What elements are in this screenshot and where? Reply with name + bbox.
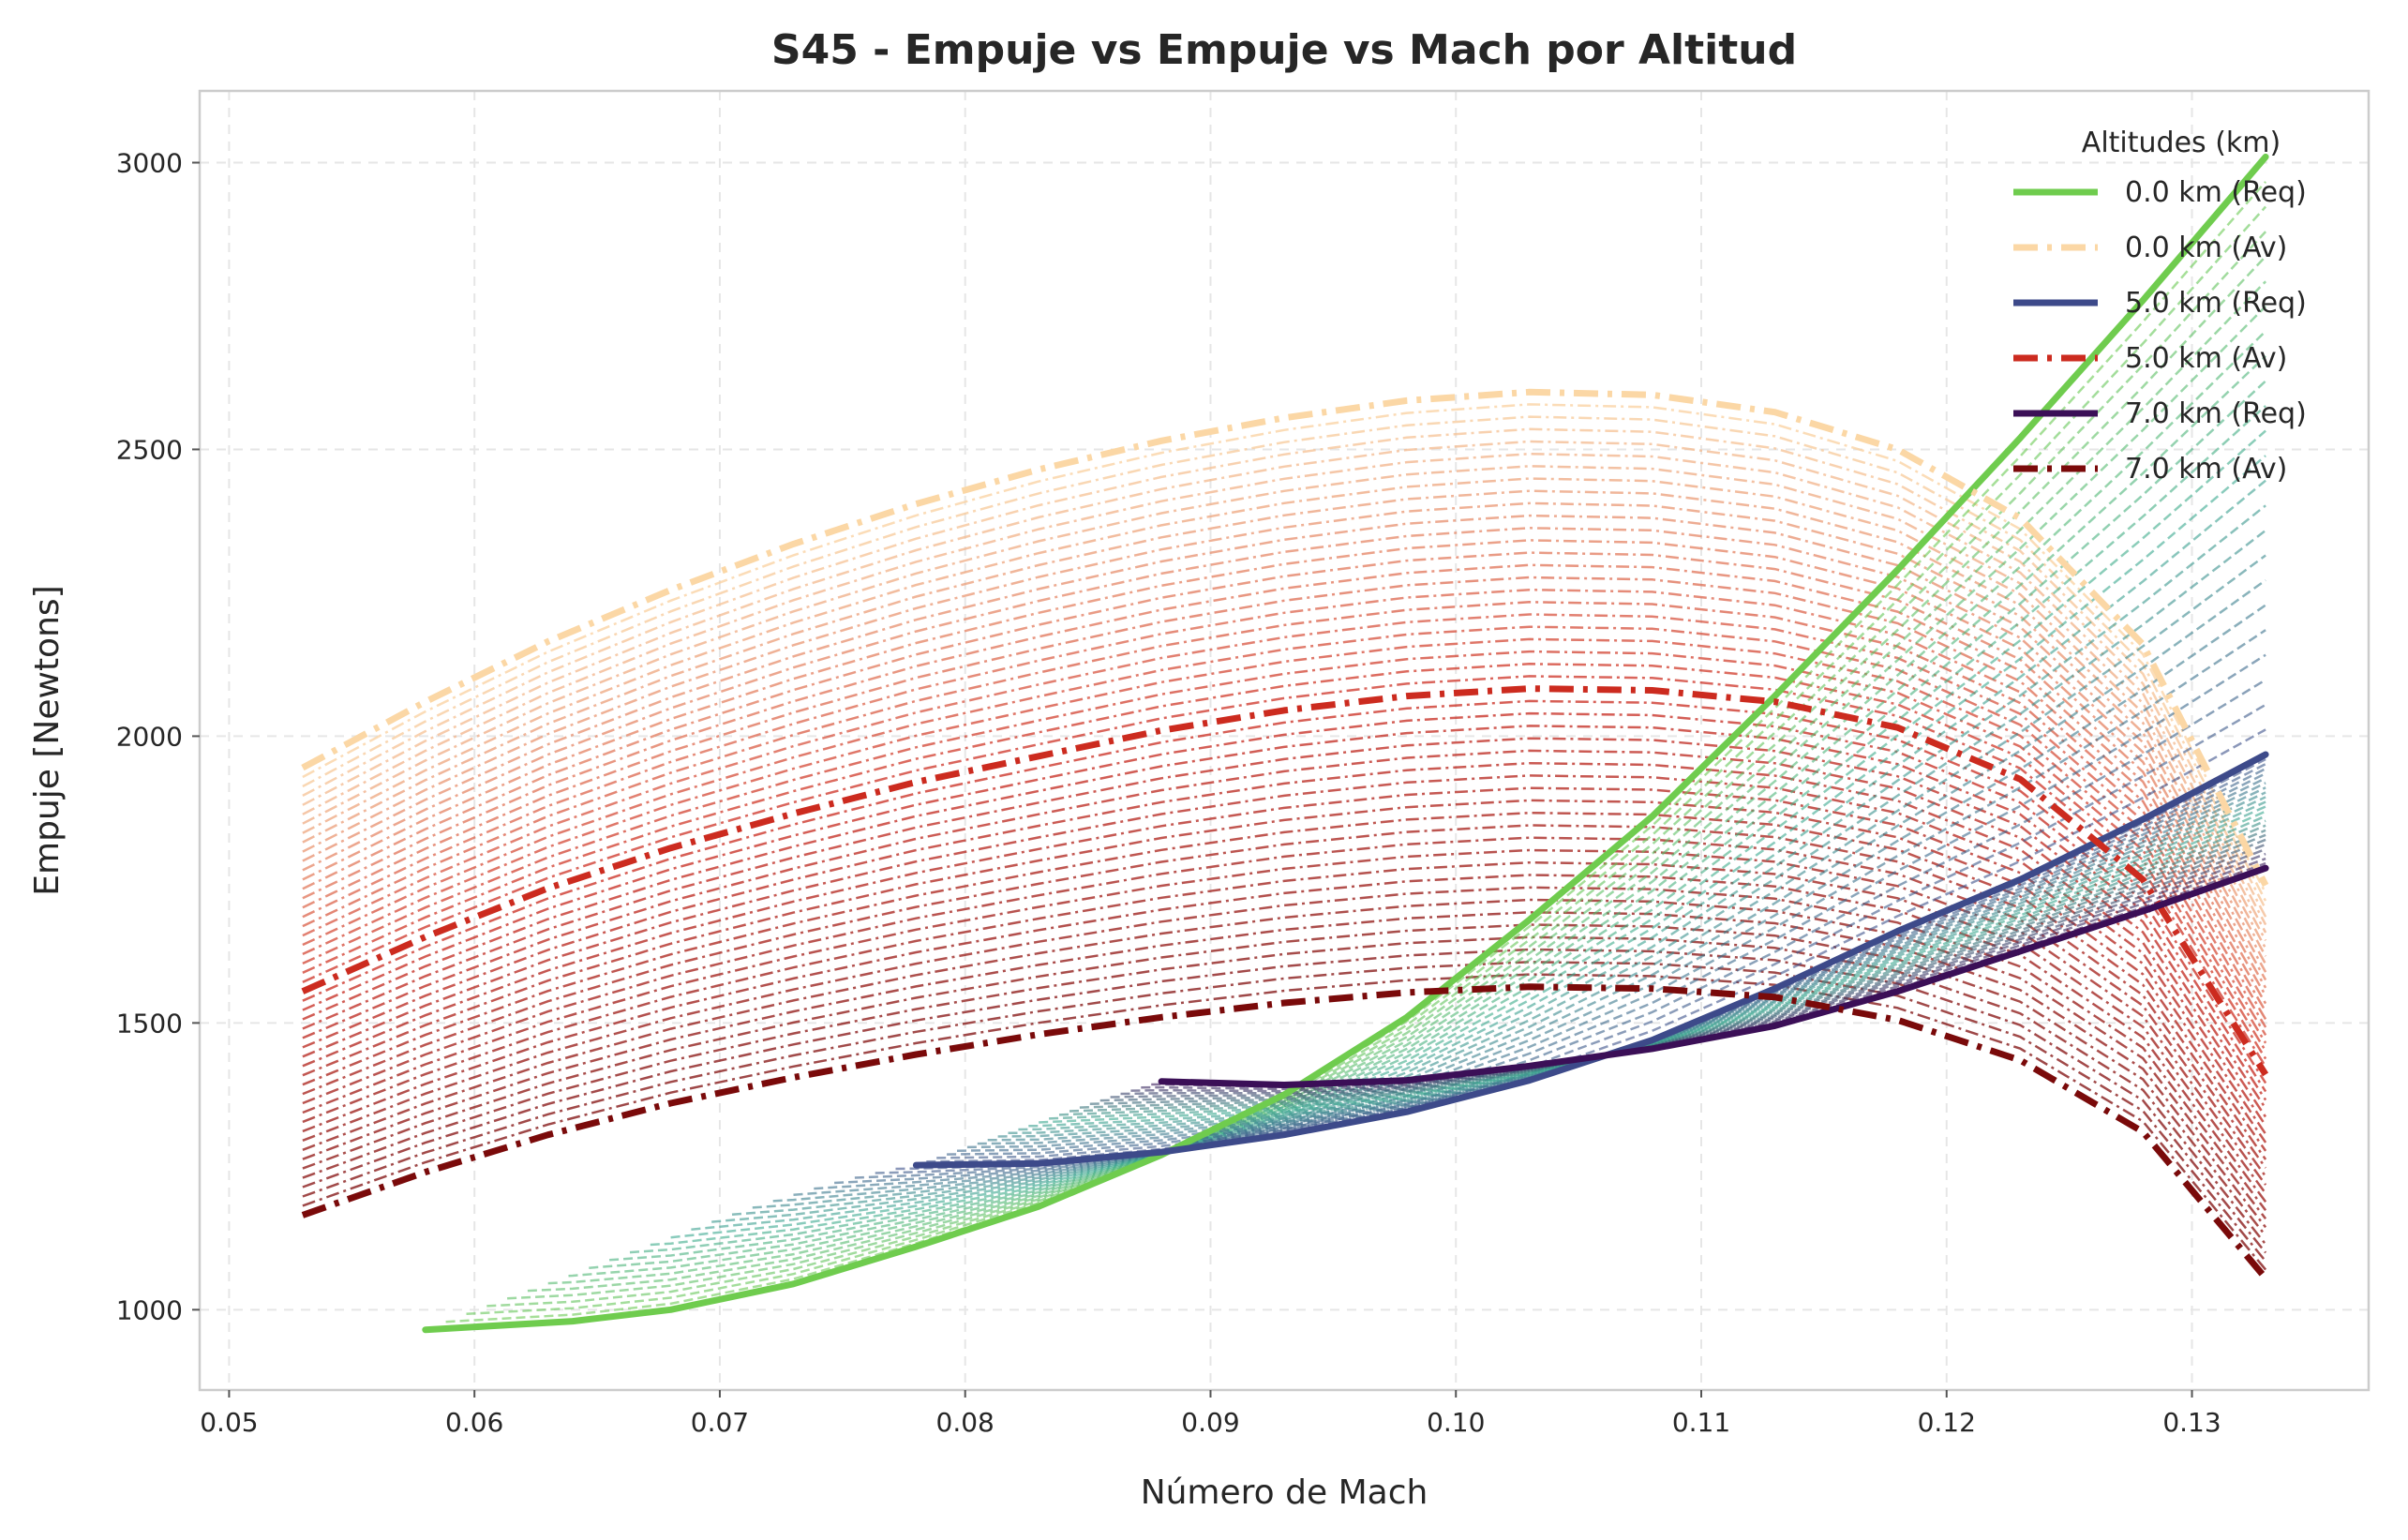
required-thrust-interpolated-curve: [711, 504, 2266, 1223]
required-thrust-interpolated-curve: [629, 405, 2266, 1254]
required-thrust-interpolated-curve: [507, 255, 2267, 1300]
required-thrust-interpolated-curve: [834, 653, 2266, 1185]
series-line-7-0-km-av: [301, 983, 2268, 1280]
available-thrust-interpolated-curve: [302, 613, 2267, 1028]
x-tick-label: 0.06: [445, 1407, 503, 1438]
x-tick-label: 0.07: [691, 1407, 749, 1438]
required-thrust-interpolated-curve: [1008, 796, 2266, 1135]
x-tick-label: 0.08: [936, 1407, 995, 1438]
required-thrust-interpolated-curve: [956, 772, 2266, 1152]
available-thrust-interpolated-curve: [302, 848, 2267, 1186]
available-thrust-interpolated-curve: [302, 799, 2267, 1152]
required-thrust-interpolated-curve: [466, 205, 2267, 1316]
required-thrust-interpolated-curve: [547, 305, 2266, 1285]
available-thrust-interpolated-curve: [302, 588, 2267, 1012]
x-tick-label: 0.12: [1918, 1407, 1976, 1438]
x-axis-title: Número de Mach: [1141, 1473, 1428, 1512]
y-tick-label: 2000: [116, 721, 183, 752]
available-thrust-interpolated-curve: [302, 489, 2267, 949]
x-tick-label: 0.09: [1181, 1407, 1239, 1438]
required-thrust-interpolated-curve: [752, 554, 2266, 1209]
y-tick-label: 1000: [116, 1294, 183, 1325]
available-thrust-interpolated-curve: [302, 663, 2267, 1060]
series-lines: [301, 153, 2269, 1334]
y-tick-label: 3000: [116, 147, 183, 178]
required-thrust-interpolated-curve: [527, 280, 2266, 1293]
legend-entry-label: 0.0 km (Av): [2125, 232, 2287, 264]
x-tick-label: 0.10: [1427, 1407, 1485, 1438]
available-thrust-interpolated-curve: [302, 576, 2267, 1005]
available-thrust-interpolated-curve: [302, 911, 2267, 1229]
available-thrust-interpolated-curve: [302, 551, 2267, 989]
available-thrust-interpolated-curve: [302, 774, 2267, 1135]
available-thrust-interpolated-curve: [302, 725, 2267, 1101]
required-thrust-interpolated-curve: [731, 529, 2266, 1217]
legend-entry-label: 0.0 km (Req): [2125, 176, 2307, 209]
required-thrust-interpolated-curve: [609, 380, 2266, 1262]
legend-entry-label: 5.0 km (Av): [2125, 342, 2287, 375]
available-thrust-interpolated-curve: [302, 501, 2267, 957]
legend-entry-label: 5.0 km (Req): [2125, 287, 2307, 320]
available-thrust-interpolated-curve: [302, 898, 2267, 1220]
required-thrust-interpolated-curve: [589, 354, 2266, 1269]
required-thrust-interpolated-curve: [1110, 843, 2266, 1099]
available-thrust-interpolated-curve: [302, 824, 2267, 1169]
available-thrust-interpolated-curve: [302, 415, 2267, 902]
y-axis-title: Empuje [Newtons]: [28, 585, 67, 895]
available-thrust-interpolated-curve: [302, 403, 2267, 894]
x-tick-label: 0.11: [1672, 1407, 1730, 1438]
ticks: 0.05 0.06 0.07 0.08 0.09 0.10 0.11 0.12 0.13 1000…: [116, 147, 2221, 1438]
available-thrust-interpolated-curve: [302, 973, 2267, 1271]
available-thrust-interpolated-curve: [302, 625, 2267, 1037]
interpolated-curves: [302, 181, 2267, 1323]
series-line-7-0-km-req: [1158, 864, 2269, 1088]
required-thrust-interpolated-curve: [854, 679, 2266, 1179]
required-thrust-interpolated-curve: [772, 578, 2266, 1203]
y-tick-label: 2500: [116, 434, 183, 465]
available-thrust-interpolated-curve: [302, 836, 2267, 1177]
required-thrust-interpolated-curve: [966, 777, 2266, 1149]
legend-entry-label: 7.0 km (Req): [2125, 397, 2307, 430]
available-thrust-interpolated-curve: [302, 427, 2267, 910]
legend: Altitudes (km) 0.0 km (Req) 0.0 km (Av) 5.…: [2013, 127, 2307, 486]
available-thrust-interpolated-curve: [302, 539, 2267, 981]
available-thrust-interpolated-curve: [302, 477, 2267, 941]
available-thrust-interpolated-curve: [302, 786, 2267, 1144]
required-thrust-interpolated-curve: [670, 455, 2266, 1239]
available-thrust-interpolated-curve: [302, 527, 2267, 973]
series-line-0-0-km-req: [422, 153, 2269, 1334]
series-line-5-0-km-av: [301, 685, 2269, 1077]
required-thrust-interpolated-curve: [568, 330, 2266, 1278]
available-thrust-interpolated-curve: [302, 650, 2267, 1052]
available-thrust-interpolated-curve: [302, 737, 2267, 1110]
legend-entry-label: 7.0 km (Av): [2125, 453, 2287, 486]
available-thrust-interpolated-curve: [302, 761, 2267, 1127]
available-thrust-interpolated-curve: [302, 601, 2267, 1021]
legend-title: Altitudes (km): [2082, 127, 2281, 159]
available-thrust-interpolated-curve: [302, 563, 2267, 996]
chart-title: S45 - Empuje vs Empuje vs Mach por Altit…: [771, 26, 1797, 74]
x-tick-label: 0.13: [2162, 1407, 2221, 1438]
x-tick-label: 0.05: [200, 1407, 258, 1438]
available-thrust-interpolated-curve: [302, 452, 2267, 926]
required-thrust-interpolated-curve: [814, 629, 2266, 1190]
required-thrust-interpolated-curve: [1069, 824, 2266, 1113]
available-thrust-interpolated-curve: [302, 699, 2267, 1084]
required-thrust-interpolated-curve: [793, 604, 2266, 1197]
available-thrust-interpolated-curve: [302, 749, 2267, 1118]
available-thrust-interpolated-curve: [302, 675, 2267, 1068]
required-thrust-interpolated-curve: [486, 231, 2267, 1308]
available-thrust-interpolated-curve: [302, 514, 2267, 965]
required-thrust-interpolated-curve: [650, 429, 2266, 1247]
required-thrust-interpolated-curve: [691, 479, 2266, 1231]
y-tick-label: 1500: [116, 1008, 183, 1039]
available-thrust-interpolated-curve: [302, 440, 2267, 918]
plot-frame: [198, 89, 2371, 1392]
available-thrust-interpolated-curve: [302, 711, 2267, 1093]
